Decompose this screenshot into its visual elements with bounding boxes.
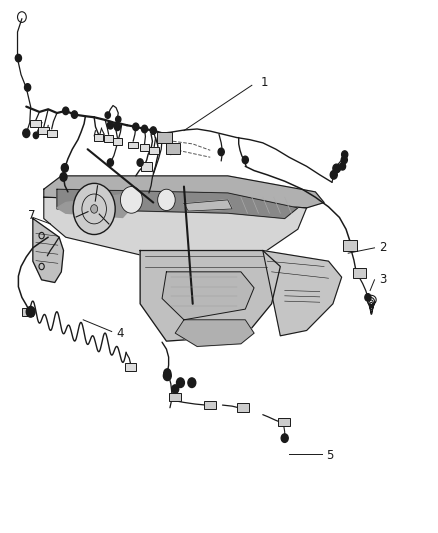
Circle shape xyxy=(107,122,113,129)
Circle shape xyxy=(15,54,21,62)
Polygon shape xyxy=(162,272,254,320)
Polygon shape xyxy=(44,176,324,208)
FancyBboxPatch shape xyxy=(156,132,172,143)
FancyBboxPatch shape xyxy=(47,130,57,136)
Circle shape xyxy=(105,112,110,118)
Circle shape xyxy=(242,156,248,164)
Text: 4: 4 xyxy=(116,327,124,340)
FancyBboxPatch shape xyxy=(204,401,216,409)
FancyBboxPatch shape xyxy=(22,308,33,316)
FancyBboxPatch shape xyxy=(141,162,152,171)
Circle shape xyxy=(172,385,179,393)
Circle shape xyxy=(107,159,113,166)
Circle shape xyxy=(330,171,337,179)
Polygon shape xyxy=(33,219,64,282)
Polygon shape xyxy=(57,189,298,219)
Circle shape xyxy=(23,129,30,138)
Circle shape xyxy=(141,125,148,133)
Circle shape xyxy=(63,107,69,115)
Polygon shape xyxy=(57,195,131,217)
Circle shape xyxy=(342,151,348,158)
Circle shape xyxy=(341,156,347,164)
Text: 3: 3 xyxy=(379,273,386,286)
Polygon shape xyxy=(140,251,280,341)
FancyBboxPatch shape xyxy=(125,362,136,371)
FancyBboxPatch shape xyxy=(237,403,249,412)
Circle shape xyxy=(150,127,156,134)
FancyBboxPatch shape xyxy=(128,141,138,148)
FancyBboxPatch shape xyxy=(169,393,181,401)
FancyBboxPatch shape xyxy=(94,134,103,141)
Polygon shape xyxy=(263,251,342,336)
Text: 1: 1 xyxy=(261,76,268,89)
Polygon shape xyxy=(175,320,254,346)
FancyBboxPatch shape xyxy=(39,127,49,134)
Circle shape xyxy=(339,163,346,170)
Text: 7: 7 xyxy=(28,209,36,222)
Circle shape xyxy=(333,164,340,173)
Circle shape xyxy=(281,434,288,442)
FancyBboxPatch shape xyxy=(140,144,149,151)
Circle shape xyxy=(114,123,120,131)
Circle shape xyxy=(177,378,184,387)
Circle shape xyxy=(60,173,67,181)
Circle shape xyxy=(91,205,98,213)
Circle shape xyxy=(73,183,115,235)
Polygon shape xyxy=(184,200,232,211)
FancyBboxPatch shape xyxy=(149,147,159,154)
FancyBboxPatch shape xyxy=(166,143,180,154)
Polygon shape xyxy=(44,197,307,261)
Circle shape xyxy=(133,123,139,131)
FancyBboxPatch shape xyxy=(278,418,290,426)
Circle shape xyxy=(120,187,142,213)
Circle shape xyxy=(218,148,224,156)
Text: 2: 2 xyxy=(379,241,386,254)
FancyBboxPatch shape xyxy=(31,120,41,127)
Text: 5: 5 xyxy=(326,449,334,462)
Circle shape xyxy=(365,294,371,301)
Circle shape xyxy=(33,132,39,139)
FancyBboxPatch shape xyxy=(343,240,357,251)
Circle shape xyxy=(163,371,171,381)
FancyBboxPatch shape xyxy=(113,138,122,145)
Circle shape xyxy=(26,306,35,317)
Circle shape xyxy=(158,189,175,211)
Circle shape xyxy=(61,164,68,172)
Circle shape xyxy=(188,378,196,387)
FancyBboxPatch shape xyxy=(104,135,113,142)
FancyBboxPatch shape xyxy=(353,268,366,278)
Circle shape xyxy=(116,116,121,123)
Circle shape xyxy=(164,369,171,377)
Circle shape xyxy=(25,84,31,91)
Circle shape xyxy=(71,111,78,118)
Circle shape xyxy=(137,159,143,166)
